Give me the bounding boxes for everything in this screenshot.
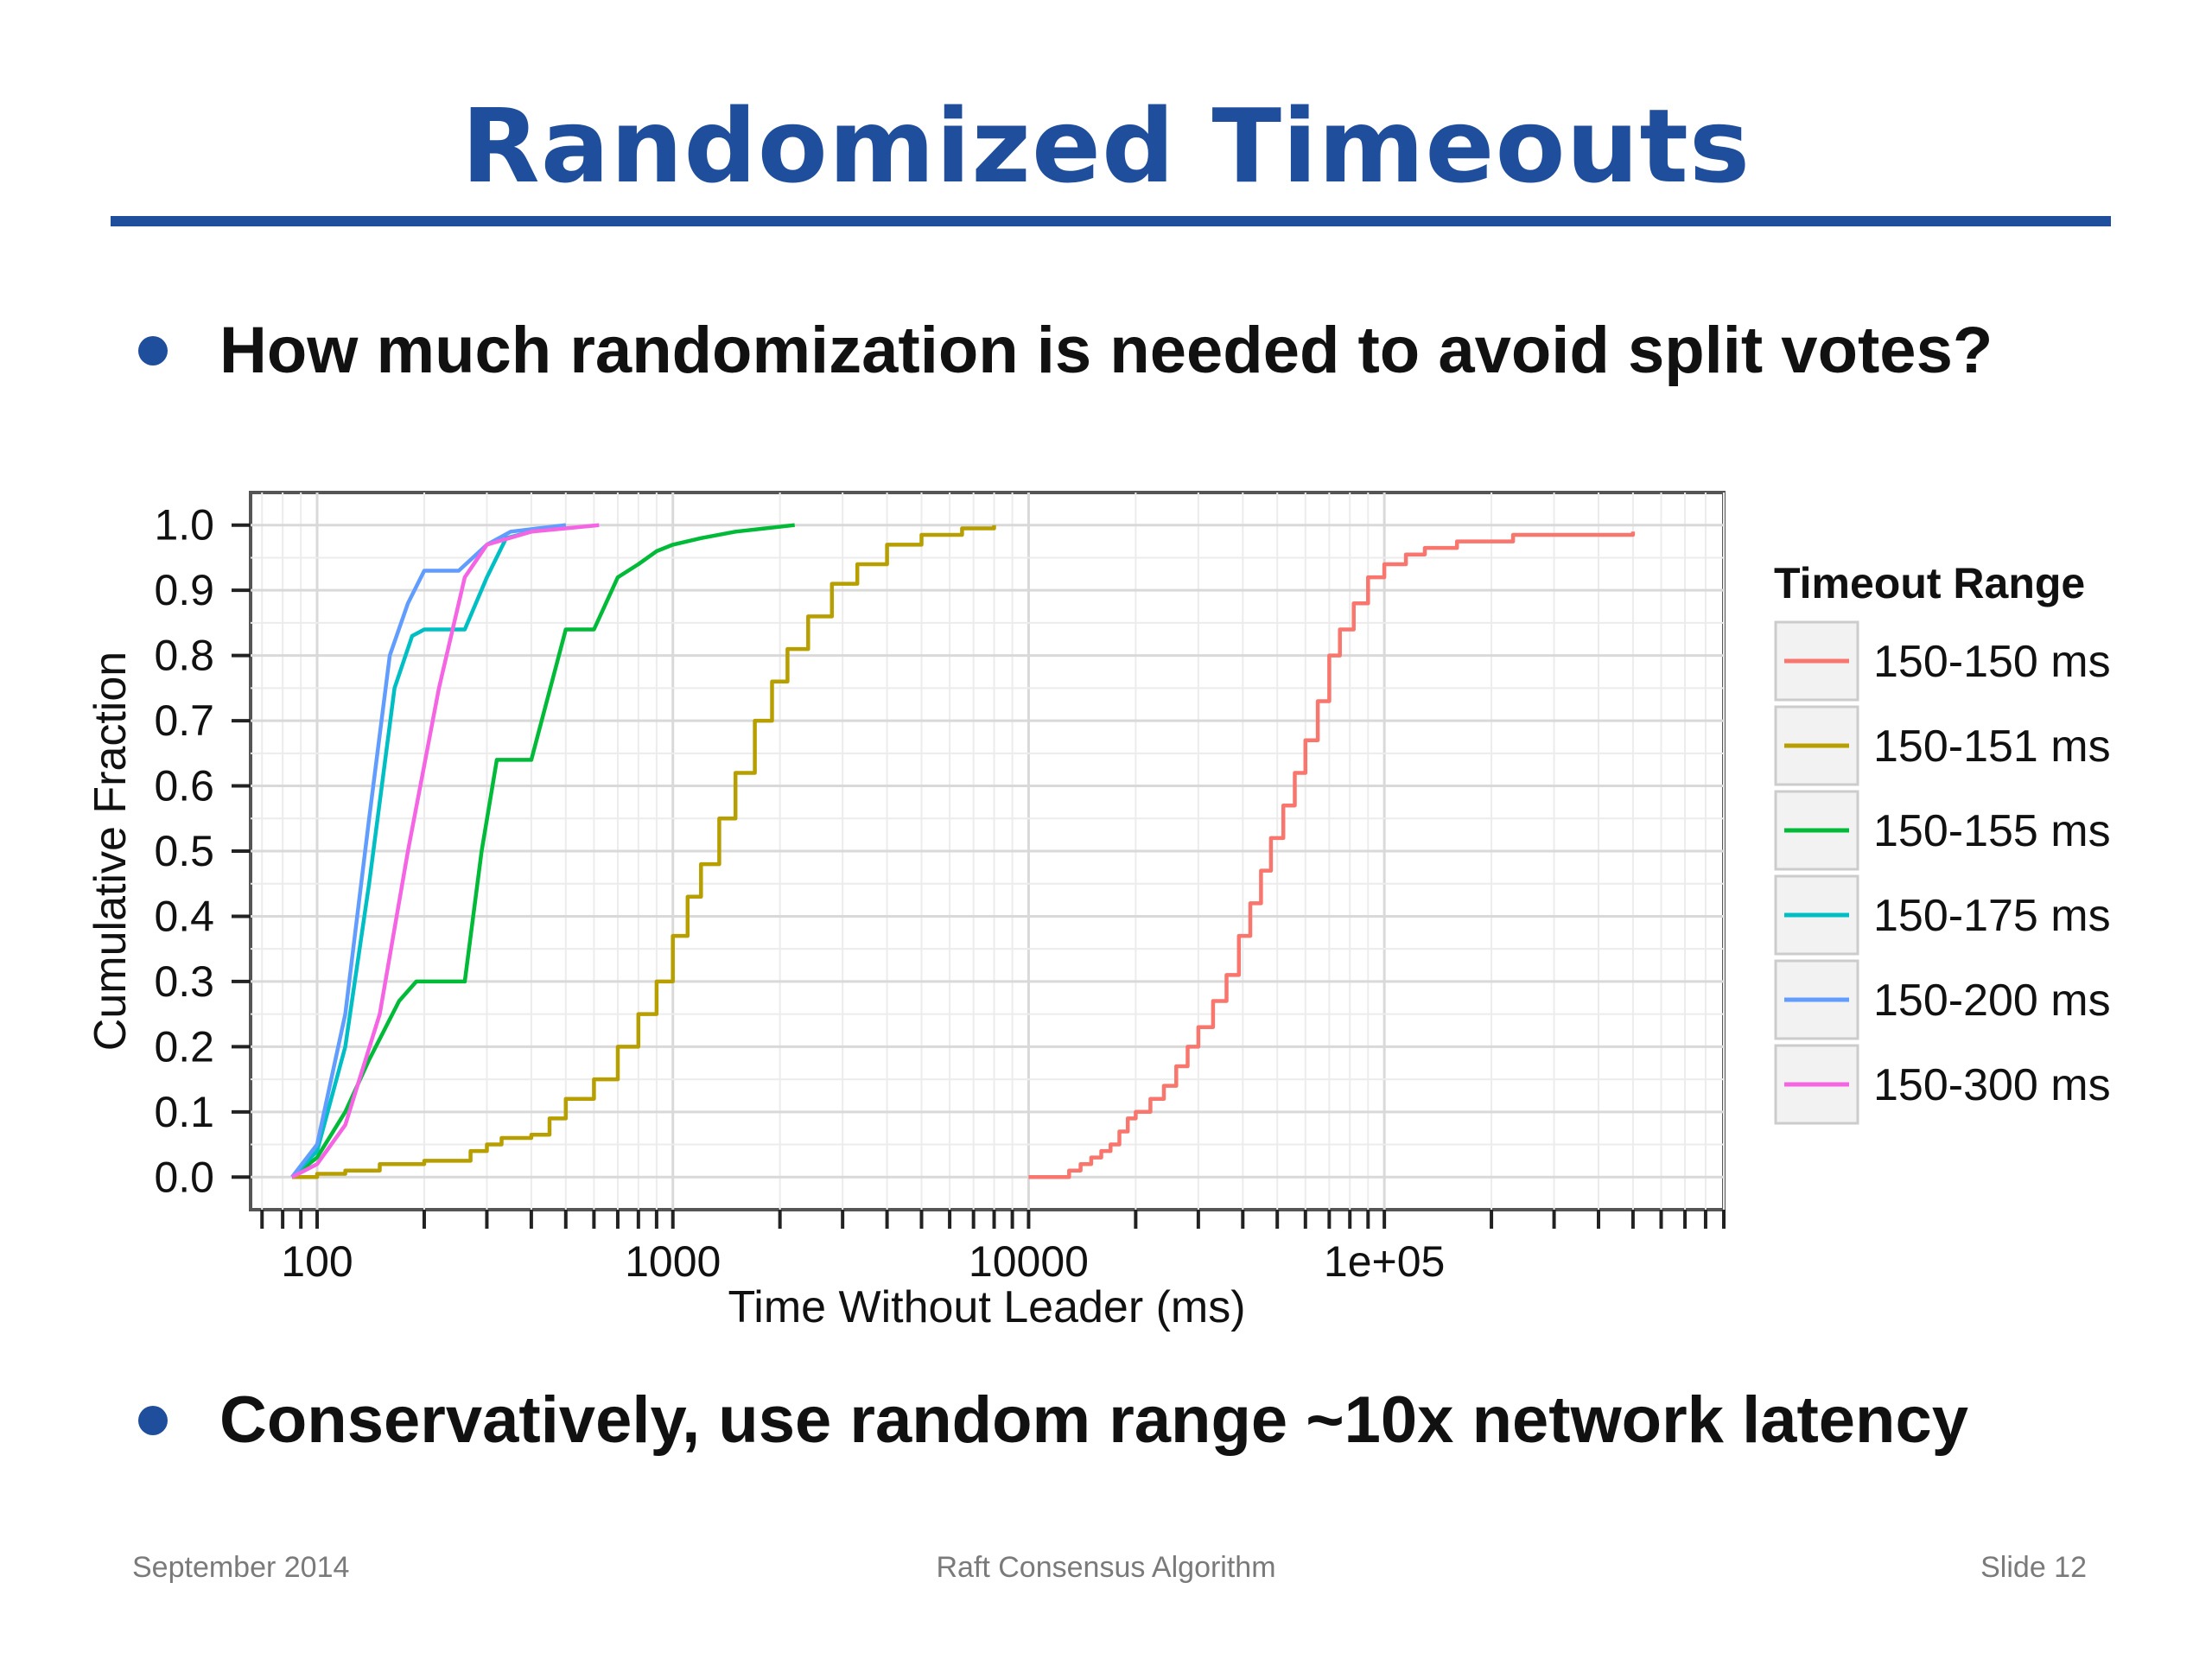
slide-title: Randomized Timeouts	[461, 86, 1751, 206]
series-lines	[290, 523, 1636, 1179]
series-line-6	[290, 523, 600, 1179]
y-tick-label: 0.1	[154, 1088, 214, 1136]
footer-slide-number: Slide 12	[1980, 1551, 2087, 1584]
y-tick-label: 0.7	[154, 696, 214, 745]
y-tick-label: 0.5	[154, 827, 214, 875]
x-axis-label: Time Without Leader (ms)	[728, 1282, 1245, 1332]
bullet-text-2: Conservatively, use random range ~10x ne…	[219, 1383, 1968, 1457]
bullet-item-1: How much randomization is needed to avoi…	[138, 313, 1993, 388]
x-tick-label: 1000	[625, 1237, 721, 1286]
legend-label: 150-155 ms	[1873, 806, 2111, 856]
series-line-3	[290, 523, 795, 1179]
grid	[251, 493, 1725, 1210]
y-tick-label: 0.0	[154, 1153, 214, 1201]
y-tick-label: 0.2	[154, 1022, 214, 1071]
legend-label: 150-300 ms	[1873, 1060, 2111, 1110]
y-tick-label: 0.4	[154, 892, 214, 940]
legend-label: 150-175 ms	[1873, 891, 2111, 941]
series-line-1	[1028, 531, 1636, 1179]
y-tick-label: 0.6	[154, 762, 214, 810]
bullet-item-2: Conservatively, use random range ~10x ne…	[138, 1382, 1968, 1458]
x-tick-label: 1e+05	[1324, 1237, 1445, 1286]
legend: Timeout Range 150-150 ms 150-151 ms 150-15…	[1774, 559, 2111, 1125]
footer-date: September 2014	[132, 1551, 350, 1584]
x-tick-label: 10000	[969, 1237, 1089, 1286]
title-underline	[111, 216, 2111, 226]
y-tick-label: 0.8	[154, 632, 214, 680]
legend-label: 150-151 ms	[1873, 721, 2111, 772]
bullet-dot-icon	[138, 335, 168, 365]
cdf-chart: 0.0 0.1 0.2 0.3 0.4 0.5 0.6 0.7 0.8 0.9 1.0 100 1000…	[86, 491, 2111, 1332]
legend-title: Timeout Range	[1774, 559, 2085, 607]
y-tick-label: 0.9	[154, 566, 214, 614]
y-tick-label: 1.0	[154, 501, 214, 550]
x-tick-label: 100	[281, 1237, 353, 1286]
footer-title: Raft Consensus Algorithm	[936, 1551, 1276, 1584]
axes: 0.0 0.1 0.2 0.3 0.4 0.5 0.6 0.7 0.8 0.9 1.0 100 1000…	[154, 501, 1726, 1286]
bullet-dot-icon	[138, 1405, 168, 1435]
y-axis-label: Cumulative Fraction	[86, 652, 136, 1051]
legend-label: 150-150 ms	[1873, 637, 2111, 687]
legend-label: 150-200 ms	[1873, 976, 2111, 1026]
series-line-2	[292, 524, 996, 1179]
bullet-text-1: How much randomization is needed to avoi…	[219, 314, 1993, 387]
y-tick-label: 0.3	[154, 957, 214, 1006]
